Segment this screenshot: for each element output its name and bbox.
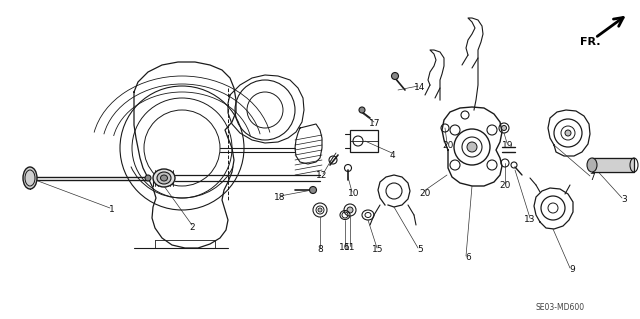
Text: 20: 20	[419, 189, 431, 197]
Circle shape	[565, 130, 571, 136]
Text: 17: 17	[369, 120, 381, 129]
Text: 19: 19	[502, 140, 514, 150]
Circle shape	[310, 187, 317, 194]
Text: 2: 2	[189, 224, 195, 233]
Text: 1: 1	[109, 205, 115, 214]
Text: 3: 3	[621, 196, 627, 204]
Text: 15: 15	[372, 246, 384, 255]
Text: 6: 6	[465, 254, 471, 263]
Circle shape	[467, 142, 477, 152]
Text: 20: 20	[442, 140, 454, 150]
Ellipse shape	[153, 169, 175, 187]
Text: 8: 8	[317, 246, 323, 255]
Text: 20: 20	[499, 181, 511, 189]
Ellipse shape	[587, 158, 597, 172]
Bar	[592, 158, 634, 172]
Text: FR.: FR.	[580, 37, 600, 47]
Circle shape	[502, 125, 506, 130]
Text: SE03-MD600: SE03-MD600	[536, 303, 584, 313]
Text: 18: 18	[275, 194, 285, 203]
Ellipse shape	[161, 175, 168, 181]
Circle shape	[145, 175, 151, 181]
Text: 12: 12	[316, 172, 328, 181]
Text: 11: 11	[344, 243, 356, 253]
Text: 14: 14	[414, 84, 426, 93]
Text: 5: 5	[417, 246, 423, 255]
Text: 9: 9	[569, 265, 575, 275]
Ellipse shape	[23, 167, 37, 189]
Text: 13: 13	[524, 216, 536, 225]
Ellipse shape	[157, 172, 171, 184]
Text: 4: 4	[389, 151, 395, 160]
Bar	[350, 130, 378, 152]
Circle shape	[359, 107, 365, 113]
Text: 7: 7	[589, 174, 595, 182]
Text: 16: 16	[339, 243, 351, 253]
Circle shape	[392, 72, 399, 79]
Text: 10: 10	[348, 189, 360, 198]
Circle shape	[347, 207, 353, 213]
Circle shape	[318, 208, 322, 212]
